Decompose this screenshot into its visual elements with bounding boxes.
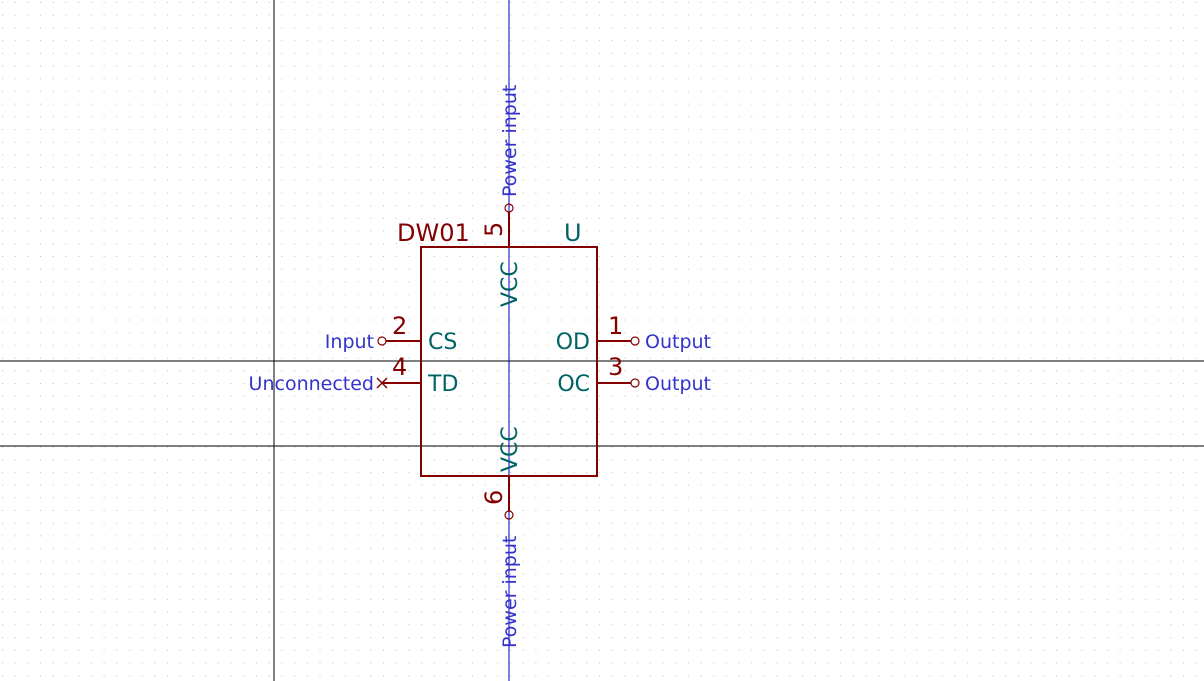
pin-5[interactable]: 5 VCC Power input (480, 85, 523, 307)
pin-number: 4 (392, 353, 407, 381)
pin-name: OD (556, 330, 590, 355)
symbol-reference[interactable]: U (564, 219, 582, 247)
pin-name: OC (557, 372, 590, 397)
pin-name: CS (428, 330, 457, 355)
pin-type-label: Power input (499, 85, 521, 197)
pin-4[interactable]: 4 TD Unconnected (249, 353, 459, 397)
pin-number: 2 (392, 312, 407, 340)
pin-type-label: Input (325, 331, 374, 353)
pin-number: 6 (480, 490, 508, 505)
pin-number: 5 (480, 222, 508, 237)
pin-name: TD (427, 372, 458, 397)
pin-number: 1 (608, 312, 623, 340)
pin-name: VCC (498, 426, 523, 472)
pin-type-label: Unconnected (249, 373, 374, 395)
pin-type-label: Output (645, 373, 711, 395)
pin-type-label: Power input (499, 536, 521, 648)
symbol-value[interactable]: DW01 (397, 219, 470, 247)
pin-number: 3 (608, 353, 623, 381)
pin-type-label: Output (645, 331, 711, 353)
pin-2[interactable]: 2 CS Input (325, 312, 458, 355)
pin-3[interactable]: 3 OC Output (557, 353, 711, 397)
no-connect-x-icon (376, 377, 388, 389)
pin-name: VCC (498, 261, 523, 307)
pin-1[interactable]: 1 OD Output (556, 312, 711, 355)
pin-6[interactable]: 6 VCC Power input (480, 426, 523, 648)
